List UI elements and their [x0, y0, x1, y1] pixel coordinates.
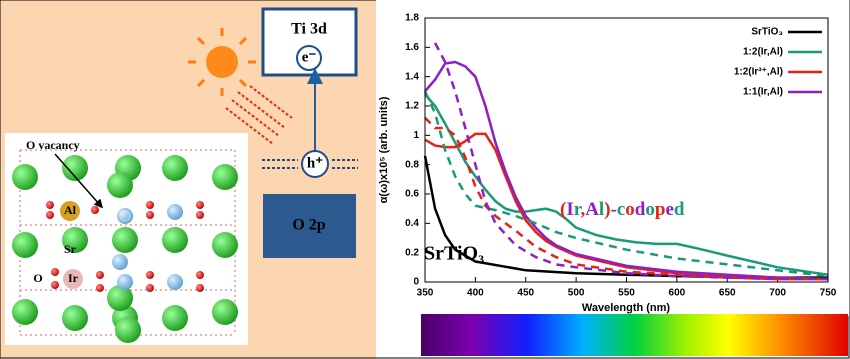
y-tick-label: 1.4: [405, 71, 419, 82]
plot-frame: [424, 17, 829, 283]
ti-atom: [117, 208, 133, 224]
legend-label: 1:2(Ir³⁺,Al): [734, 67, 783, 78]
y-tick-label: 0: [413, 277, 419, 288]
sr-atom: [212, 232, 238, 258]
vacancy-atom: [119, 210, 131, 222]
o-atom: [96, 271, 104, 279]
o-label: O: [33, 271, 42, 285]
o-atom: [196, 201, 204, 209]
sr-atom: [212, 164, 238, 190]
sr-atom: [107, 172, 133, 198]
ti-atom: [112, 254, 128, 270]
sr-atom: [112, 227, 138, 253]
sr-atom: [115, 317, 141, 343]
o-atom: [46, 211, 54, 219]
x-tick-label: 400: [467, 288, 484, 299]
ti-atom: [167, 274, 183, 290]
sr-atom: [162, 227, 188, 253]
sr-atom: [162, 155, 188, 181]
vacancy-label: O vacancy: [26, 138, 80, 152]
line: [424, 93, 829, 276]
spectrum-bar: [421, 314, 848, 356]
annotation: (Ir,Al)-codoped: [560, 199, 685, 220]
plot: 0 0.2 0.4 0.6 0.8 1 1.2 1.4 1.6 1.8 350 400 450 500 55…: [405, 13, 837, 299]
o-atom: [146, 211, 154, 219]
x-tick-label: 750: [820, 288, 837, 299]
y-tick-label: 0.6: [405, 189, 419, 200]
y-tick-label: 1.8: [405, 13, 419, 24]
ir-atom: [63, 269, 83, 289]
dashed-line: [433, 42, 828, 281]
o-atom: [46, 201, 54, 209]
x-tick-label: 650: [719, 288, 736, 299]
y-tick-label: 0.8: [405, 159, 419, 170]
o-atom: [96, 284, 104, 292]
sr-label: Sr: [64, 242, 77, 256]
o-atom: [146, 201, 154, 209]
sr-atom: [62, 227, 88, 253]
x-tick-label: 350: [417, 288, 434, 299]
legend-label: 1:2(Ir,Al): [743, 47, 783, 58]
o-atom: [146, 284, 154, 292]
conduction-band-label: Ti 3d: [291, 21, 327, 38]
sr-atom: [12, 232, 38, 258]
ir-label: Ir: [68, 271, 79, 285]
sr-atom: [62, 305, 88, 331]
y-tick-label: 0.4: [405, 218, 419, 229]
sr-atom: [12, 164, 38, 190]
valence-dashes: [262, 159, 358, 169]
o-atom: [196, 271, 204, 279]
y-tick-label: 1: [413, 130, 419, 141]
sr-atom: [62, 155, 88, 181]
light-rays: [225, 85, 293, 145]
al-atom: [60, 201, 80, 221]
x-tick-label: 500: [568, 288, 585, 299]
hole-circle: [301, 150, 329, 178]
al-label: Al: [64, 203, 77, 217]
sr-atom: [107, 285, 133, 311]
y-tick-label: 1.2: [405, 101, 419, 112]
x-tick-label: 700: [769, 288, 786, 299]
dashed-line: [424, 116, 828, 281]
electron-label: e⁻: [302, 49, 317, 65]
annotation: SrTiO₃: [424, 243, 484, 265]
ti-atom: [117, 274, 133, 290]
x-axis-label: Wavelength (nm): [582, 302, 671, 314]
x-tick-label: 600: [669, 288, 686, 299]
o-atom: [146, 271, 154, 279]
legend-label: SrTiO₃: [751, 27, 783, 38]
crystal-structure: [12, 149, 238, 343]
hole-label: h⁺: [307, 155, 323, 171]
o-atom: [51, 268, 59, 276]
vacancy-arrow: [54, 153, 103, 209]
o-atom: [196, 211, 204, 219]
dashed-line: [423, 90, 829, 278]
ti-atom: [167, 204, 183, 220]
sun-icon: [188, 28, 256, 96]
o-atom: [91, 206, 99, 214]
line: [424, 132, 829, 281]
sr-atom: [162, 305, 188, 331]
valence-band-box: [263, 194, 356, 258]
y-tick-label: 0.2: [405, 247, 419, 258]
o-atom: [51, 281, 59, 289]
legend-label: 1:1(Ir,Al): [743, 87, 783, 98]
y-axis-label: α(ω)x10⁵ (arb. units): [378, 96, 390, 203]
valence-band-label: O 2p: [292, 217, 325, 234]
x-tick-label: 550: [618, 288, 635, 299]
o-atom: [196, 284, 204, 292]
sr-atom: [212, 299, 238, 325]
x-tick-label: 450: [517, 288, 534, 299]
y-tick-label: 1.6: [405, 42, 419, 53]
line: [424, 60, 829, 281]
sr-atom: [12, 299, 38, 325]
